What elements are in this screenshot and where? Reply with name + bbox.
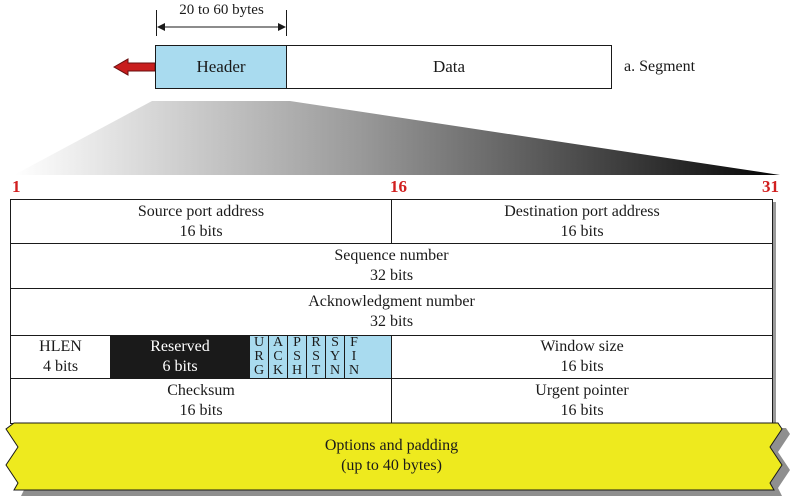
flag-rst: R S T bbox=[306, 335, 326, 379]
flag-letter: H bbox=[291, 363, 303, 378]
bit-position-middle: 16 bbox=[390, 177, 407, 196]
flag-psh: P S H bbox=[287, 335, 307, 379]
hlen-field: HLEN 4 bits bbox=[10, 335, 111, 379]
sequence-number-field: Sequence number 32 bits bbox=[10, 243, 773, 289]
options-name: Options and padding bbox=[324, 437, 459, 454]
checksum-field: Checksum 16 bits bbox=[10, 378, 392, 424]
flag-letter: T bbox=[311, 363, 321, 378]
urgent-pointer-name: Urgent pointer bbox=[535, 382, 629, 399]
flag-letter: N bbox=[348, 363, 360, 378]
size-dimension-arrow bbox=[157, 23, 286, 31]
flag-letter: P bbox=[293, 335, 301, 350]
segment-data-label: Data bbox=[432, 57, 466, 76]
size-dimension-left-tick bbox=[156, 10, 157, 36]
flag-letter: A bbox=[272, 335, 284, 350]
window-size-name: Window size bbox=[540, 338, 624, 355]
flag-letter: F bbox=[350, 335, 358, 350]
bit-position-end: 31 bbox=[762, 177, 779, 196]
source-port-name: Source port address bbox=[137, 202, 265, 220]
flag-syn: S Y N bbox=[325, 335, 345, 379]
flag-letter: S bbox=[293, 349, 301, 364]
destination-port-field: Destination port address 16 bits bbox=[391, 199, 773, 244]
acknowledgment-number-field: Acknowledgment number 32 bits bbox=[10, 288, 773, 336]
flag-letter: R bbox=[254, 349, 264, 364]
checksum-size: 16 bits bbox=[179, 402, 223, 419]
destination-port-name: Destination port address bbox=[504, 202, 660, 220]
acknowledgment-number-size: 32 bits bbox=[369, 313, 414, 330]
segment-header-label: Header bbox=[196, 57, 246, 76]
window-size-size: 16 bits bbox=[560, 358, 604, 375]
hlen-size: 4 bits bbox=[42, 358, 79, 375]
source-port-field: Source port address 16 bits bbox=[10, 199, 392, 244]
reserved-size: 6 bits bbox=[162, 358, 198, 375]
flag-letter: K bbox=[272, 363, 284, 378]
sequence-number-size: 32 bits bbox=[369, 267, 414, 284]
options-size: (up to 40 bytes) bbox=[341, 457, 442, 474]
source-port-size: 16 bits bbox=[179, 222, 223, 240]
sequence-number-name: Sequence number bbox=[334, 247, 449, 264]
window-size-field: Window size 16 bits bbox=[391, 335, 773, 379]
segment-data-box: Data bbox=[286, 45, 612, 89]
options-shape bbox=[5, 422, 790, 496]
flag-letter: N bbox=[329, 363, 341, 378]
flag-letter: C bbox=[273, 349, 283, 364]
flag-letter: Y bbox=[329, 349, 341, 364]
checksum-name: Checksum bbox=[167, 382, 235, 399]
flag-letter: G bbox=[253, 363, 265, 378]
flag-urg: U R G bbox=[249, 335, 269, 379]
size-dimension-right-tick bbox=[286, 10, 287, 36]
hlen-name: HLEN bbox=[39, 338, 82, 355]
reserved-name: Reserved bbox=[150, 338, 210, 355]
flag-ack: A C K bbox=[268, 335, 288, 379]
flags-gap bbox=[363, 335, 392, 379]
urgent-pointer-size: 16 bits bbox=[560, 402, 604, 419]
expansion-wedge bbox=[14, 101, 780, 175]
segment-caption: a. Segment bbox=[624, 58, 696, 75]
flag-letter: S bbox=[331, 335, 339, 350]
bit-position-start: 1 bbox=[12, 177, 21, 196]
options-field: Options and padding (up to 40 bytes) bbox=[10, 436, 773, 476]
acknowledgment-number-name: Acknowledgment number bbox=[308, 293, 475, 310]
flag-letter: S bbox=[312, 349, 320, 364]
reserved-field: Reserved 6 bits bbox=[110, 335, 250, 379]
urgent-pointer-field: Urgent pointer 16 bits bbox=[391, 378, 773, 424]
segment-header-box: Header bbox=[155, 45, 287, 89]
size-label: 20 to 60 bytes bbox=[179, 2, 264, 18]
destination-port-size: 16 bits bbox=[560, 222, 604, 240]
flag-fin: F I N bbox=[344, 335, 364, 379]
flag-letter: U bbox=[253, 335, 265, 350]
flag-letter: I bbox=[351, 349, 357, 364]
flag-letter: R bbox=[311, 335, 321, 350]
